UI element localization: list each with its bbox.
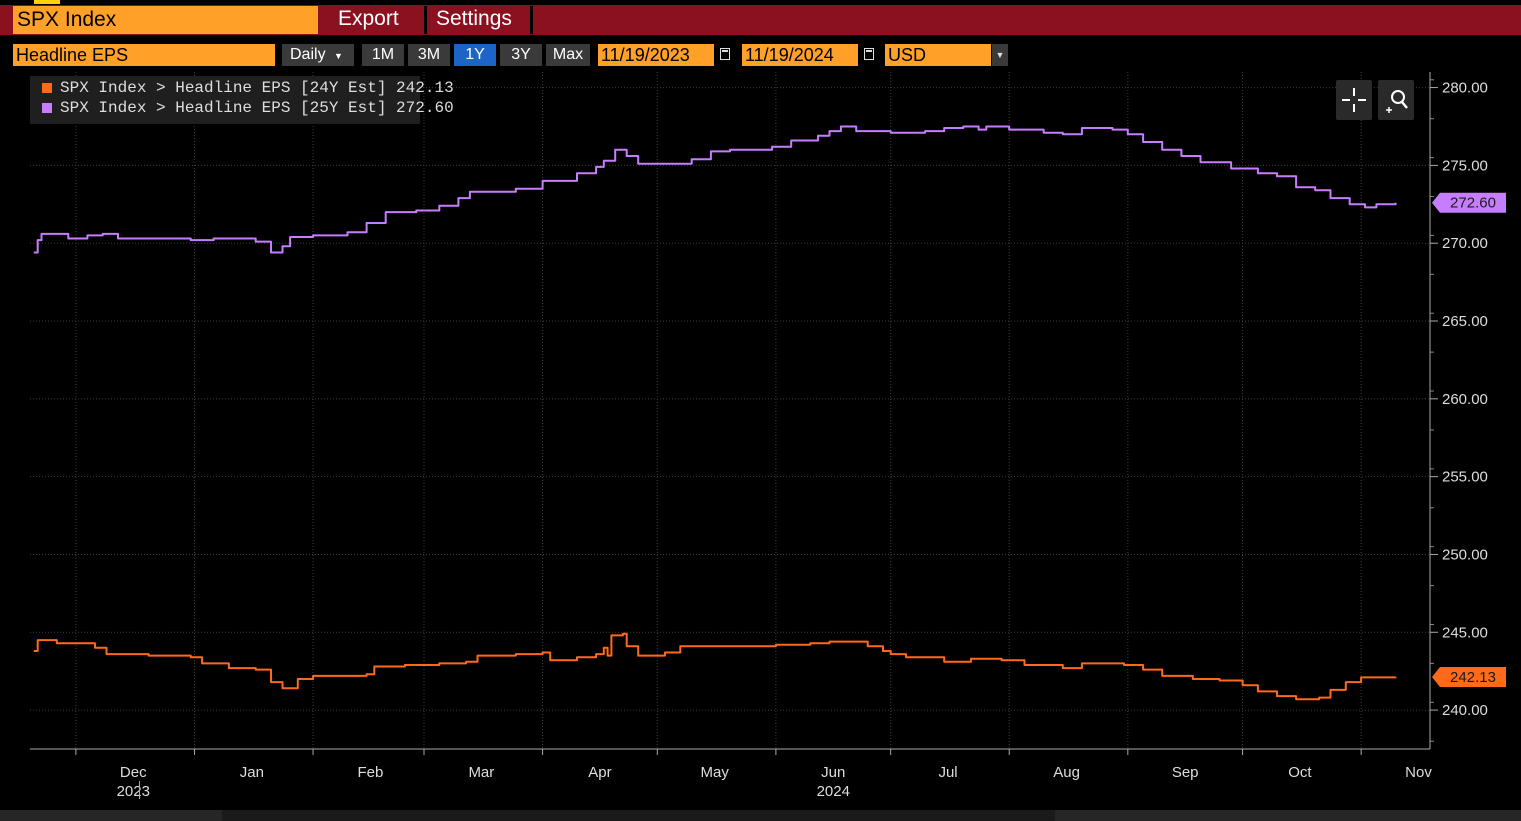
zoom-icon [1386, 90, 1408, 113]
last-value-markers: 242.13 272.60 [1432, 192, 1506, 687]
status-segment [0, 810, 222, 821]
x-tick-label: Jan [240, 764, 264, 781]
line-chart: 280.00 275.00 270.00 265.00 260.00 255.00 250.… [30, 72, 1506, 800]
y-tick-label: 265.00 [1442, 313, 1488, 330]
range-3y-button[interactable]: 3Y [500, 44, 542, 66]
y-tick-label: 260.00 [1442, 391, 1488, 408]
x-tick-label: Nov [1405, 764, 1432, 781]
series-lines [33, 125, 1397, 701]
legend-swatch [42, 82, 52, 93]
x-tick-label: Oct [1288, 764, 1312, 781]
axes: 280.00 275.00 270.00 265.00 260.00 255.00 250.… [30, 72, 1488, 800]
frequency-label: Daily [290, 46, 326, 63]
crosshair-icon [1342, 88, 1366, 112]
y-tick-label: 275.00 [1442, 157, 1488, 174]
legend-item[interactable]: SPX Index > Headline EPS [25Y Est] 272.6… [42, 98, 454, 118]
x-tick-label: May [701, 764, 730, 781]
chevron-down-icon: ▼ [334, 51, 343, 61]
calendar-icon[interactable] [720, 48, 730, 60]
grid-lines [30, 72, 1430, 749]
x-tick-label: Dec [120, 764, 147, 781]
menu-divider [530, 6, 533, 34]
security-field[interactable]: SPX Index [13, 6, 318, 34]
currency-select[interactable]: USD [885, 44, 991, 66]
y-tick-label: 250.00 [1442, 546, 1488, 563]
x-tick-label: Feb [358, 764, 384, 781]
y-tick-label: 255.00 [1442, 469, 1488, 486]
x-tick-label: Mar [468, 764, 494, 781]
legend-item[interactable]: SPX Index > Headline EPS [24Y Est] 242.1… [42, 78, 454, 98]
status-segment [1055, 810, 1521, 821]
field-input[interactable]: Headline EPS [13, 44, 275, 66]
range-1y-button[interactable]: 1Y [454, 44, 496, 66]
x-tick-label: Jul [938, 764, 957, 781]
y-tick-label: 240.00 [1442, 702, 1488, 719]
y-tick-label: 245.00 [1442, 624, 1488, 641]
last-value-label: 242.13 [1450, 669, 1496, 686]
series-line-25y [33, 125, 1397, 254]
x-tick-label: Apr [588, 764, 611, 781]
range-1m-button[interactable]: 1M [362, 44, 404, 66]
last-value-tag [1432, 192, 1506, 213]
cursor-marker [34, 0, 60, 4]
y-tick-label: 270.00 [1442, 235, 1488, 252]
settings-button[interactable]: Settings [436, 7, 512, 30]
series-line-24y [33, 632, 1397, 701]
legend-label: SPX Index > Headline EPS [24Y Est] 242.1… [60, 79, 454, 97]
chart-legend: SPX Index > Headline EPS [24Y Est] 242.1… [30, 76, 454, 124]
zoom-button[interactable] [1378, 80, 1414, 120]
x-tick-label: Jun [821, 764, 845, 781]
export-button[interactable]: Export [338, 7, 399, 30]
range-max-button[interactable]: Max [546, 44, 590, 66]
dropdown-icon[interactable]: ▼ [992, 44, 1008, 66]
x-year-label: 2024 [817, 783, 850, 800]
x-tick-label: Aug [1053, 764, 1080, 781]
range-3m-button[interactable]: 3M [408, 44, 450, 66]
crosshair-button[interactable] [1336, 80, 1372, 120]
x-tick-label: Sep [1172, 764, 1199, 781]
end-date-input[interactable]: 11/19/2024 [742, 44, 858, 66]
calendar-icon[interactable] [864, 48, 874, 60]
x-year-label: 2023 [117, 783, 150, 800]
start-date-input[interactable]: 11/19/2023 [598, 44, 714, 66]
last-value-label: 272.60 [1450, 195, 1496, 212]
top-bar: SPX Index Export Settings [0, 0, 1521, 36]
y-tick-label: 280.00 [1442, 80, 1488, 97]
status-strip [0, 810, 1521, 821]
frequency-dropdown[interactable]: Daily ▼ [282, 44, 354, 66]
legend-swatch [42, 102, 52, 113]
legend-label: SPX Index > Headline EPS [25Y Est] 272.6… [60, 99, 454, 117]
menu-divider [424, 6, 427, 34]
last-value-tag [1432, 666, 1506, 687]
